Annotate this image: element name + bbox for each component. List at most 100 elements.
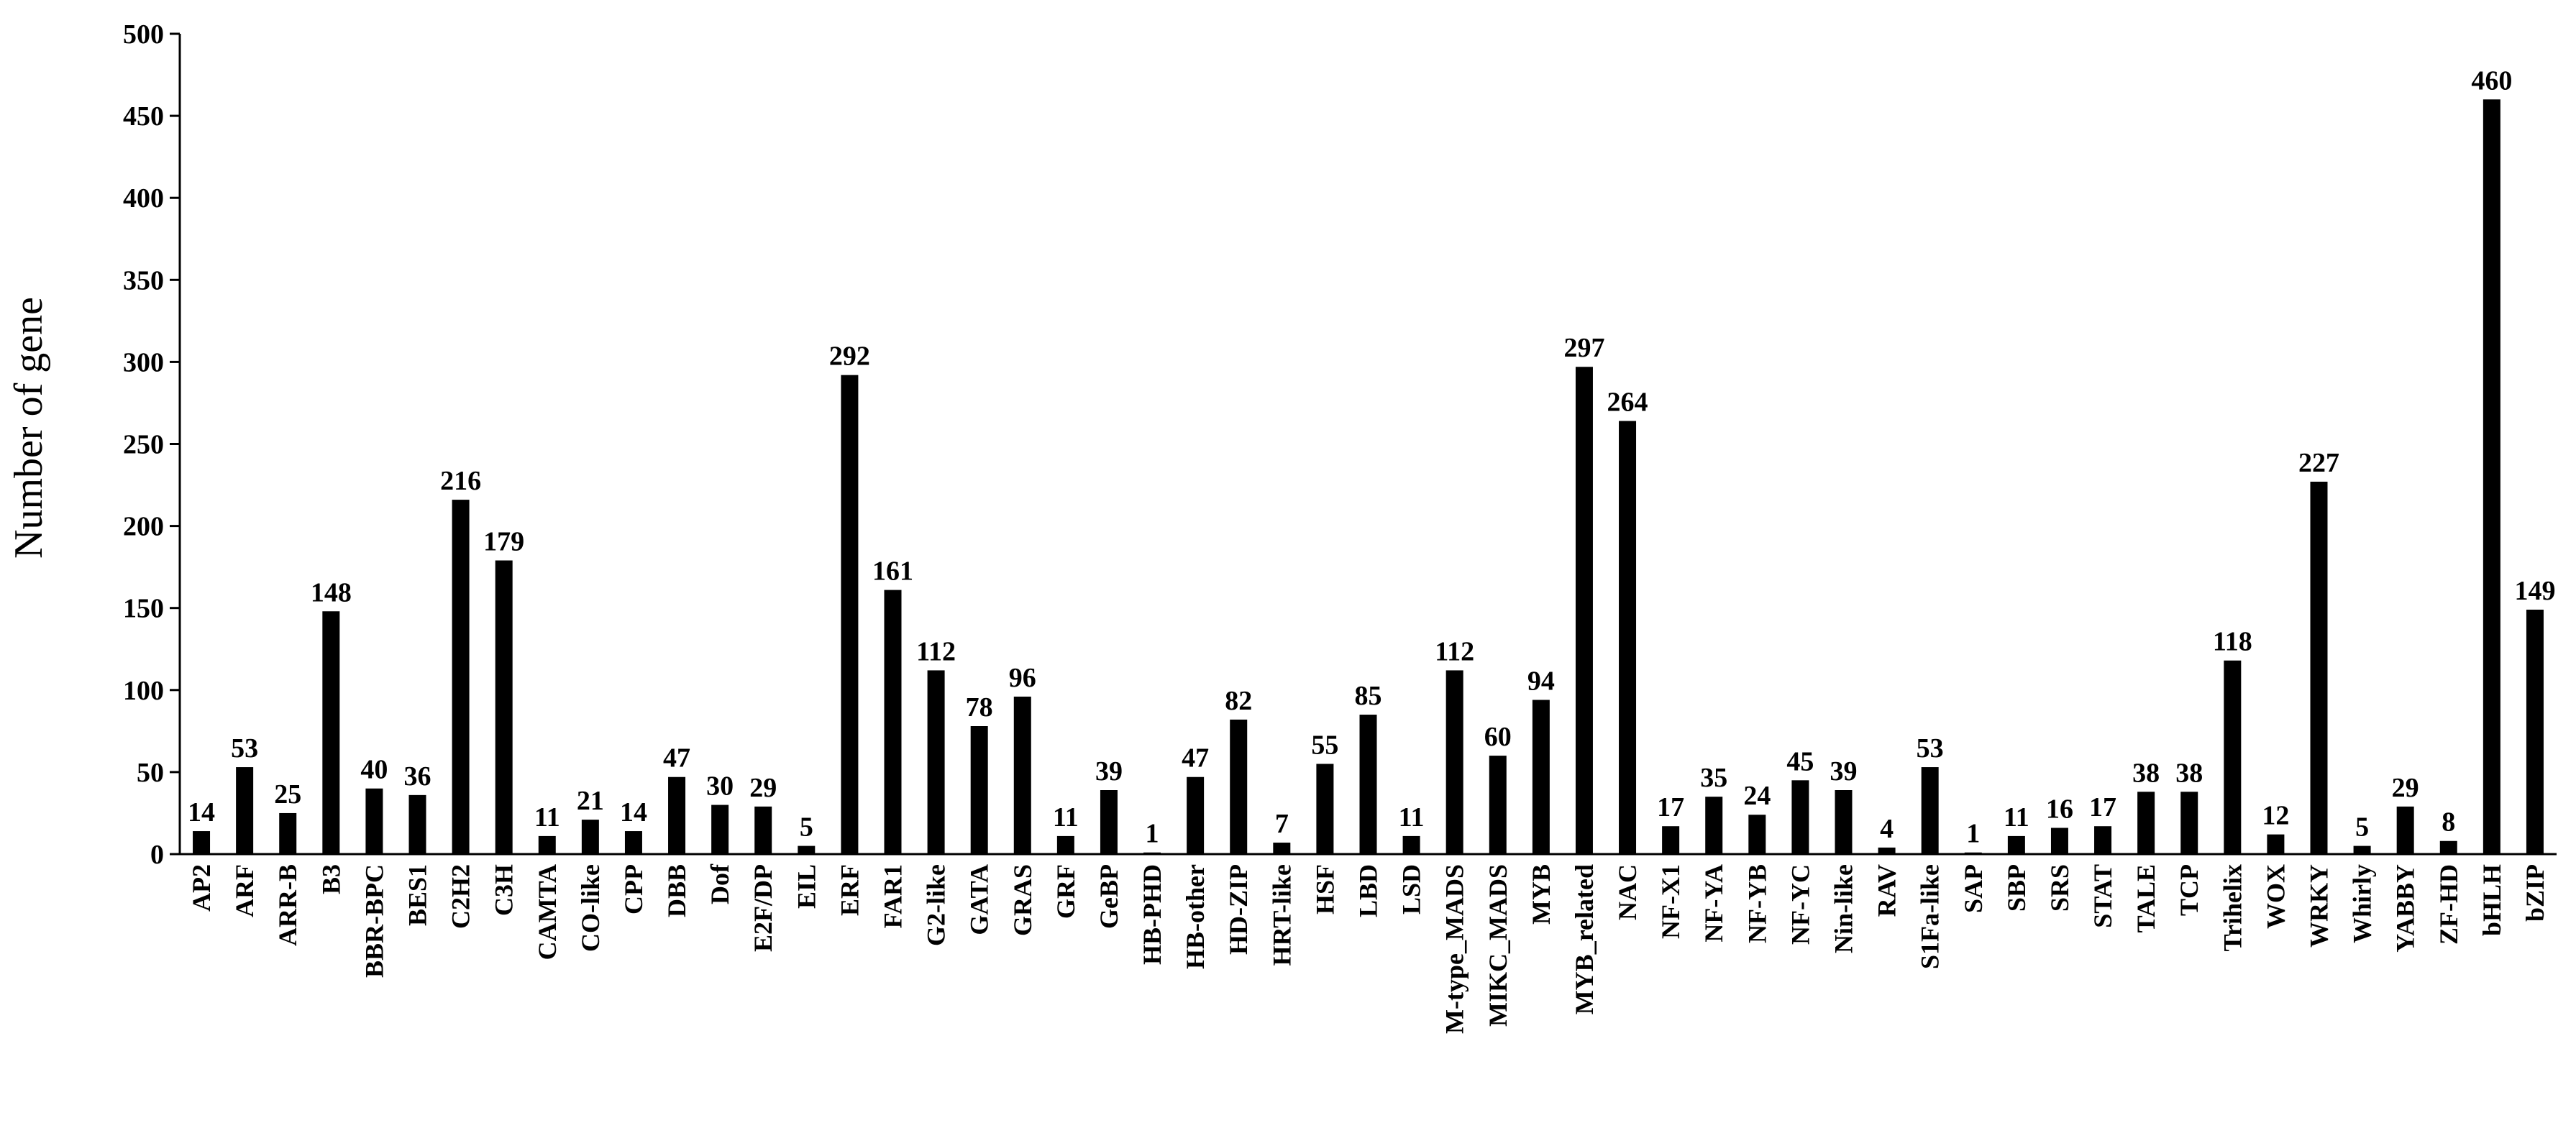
- x-tick-label: AP2: [187, 864, 216, 912]
- bar: [1619, 421, 1637, 854]
- x-tick-label: Nin-like: [1830, 864, 1858, 953]
- x-tick-label: Whirly: [2348, 864, 2377, 943]
- data-label: 11: [1399, 802, 1425, 833]
- x-tick-label: NF-YA: [1699, 864, 1728, 943]
- x-tick-label: CO-like: [576, 864, 605, 952]
- data-label: 112: [916, 636, 956, 666]
- bar: [2050, 828, 2068, 854]
- x-tick-label: Trihelix: [2218, 864, 2247, 951]
- y-tick-label: 350: [123, 265, 164, 295]
- x-tick-label: WRKY: [2305, 864, 2334, 948]
- x-tick-label: HSF: [1310, 864, 1339, 915]
- x-tick-label: LSD: [1397, 864, 1426, 915]
- bar: [754, 806, 772, 854]
- x-tick-label: WOX: [2261, 864, 2290, 929]
- x-tick-label: SBP: [2002, 864, 2031, 912]
- bar: [279, 812, 297, 854]
- x-tick-label: bZIP: [2521, 864, 2549, 922]
- x-tick-label: HB-PHD: [1138, 864, 1166, 965]
- bar: [2007, 835, 2025, 854]
- data-label: 96: [1009, 663, 1036, 693]
- y-tick-label: 50: [137, 758, 164, 788]
- x-tick-label: bHLH: [2477, 864, 2506, 936]
- x-tick-label: DBB: [662, 864, 691, 917]
- bar: [365, 788, 383, 854]
- bar: [2267, 834, 2285, 854]
- x-tick-label: YABBY: [2391, 864, 2420, 953]
- bar: [2396, 806, 2414, 854]
- data-label: 7: [1275, 809, 1289, 839]
- data-label: 112: [1435, 636, 1474, 666]
- x-tick-label: RAV: [1873, 864, 1901, 917]
- data-label: 94: [1527, 666, 1555, 696]
- x-tick-label: NF-YC: [1786, 864, 1814, 945]
- bar: [970, 726, 988, 854]
- x-tick-label: CAMTA: [533, 864, 562, 960]
- data-label: 45: [1786, 746, 1814, 776]
- data-label: 11: [1053, 802, 1079, 833]
- data-label: 21: [577, 786, 604, 816]
- data-label: 25: [274, 779, 301, 810]
- x-tick-label: LBD: [1354, 864, 1383, 917]
- bar: [1575, 367, 1593, 855]
- x-tick-label: TALE: [2132, 864, 2160, 932]
- y-tick-label: 100: [123, 676, 164, 706]
- data-label: 14: [620, 797, 647, 828]
- x-tick-label: HB-other: [1181, 864, 1210, 969]
- data-label: 14: [188, 797, 215, 828]
- data-label: 47: [663, 743, 690, 774]
- y-axis-title-group: Number of gene: [6, 297, 51, 559]
- bar: [1835, 790, 1853, 854]
- x-tick-label: C3H: [490, 864, 519, 916]
- x-tick-label: HRT-like: [1267, 864, 1296, 966]
- bar: [1532, 700, 1550, 854]
- x-tick-label: GeBP: [1095, 864, 1123, 929]
- data-label: 179: [483, 527, 524, 557]
- bar: [1445, 670, 1463, 854]
- data-label: 118: [2213, 627, 2252, 657]
- bar: [193, 831, 211, 854]
- bar: [711, 805, 729, 854]
- x-tick-label: SAP: [1959, 864, 1988, 913]
- bar: [2483, 99, 2500, 854]
- y-tick-label: 150: [123, 594, 164, 624]
- bar: [1316, 764, 1334, 854]
- data-label: 29: [2392, 773, 2419, 803]
- data-label: 8: [2442, 807, 2455, 838]
- x-tick-label: G2-like: [922, 864, 951, 946]
- x-tick-label: BBR-BPC: [360, 864, 388, 978]
- bar: [1359, 715, 1377, 854]
- bar: [2224, 660, 2242, 854]
- axes: [178, 34, 2557, 856]
- bar: [495, 560, 513, 854]
- bar: [1056, 835, 1074, 854]
- data-label: 12: [2262, 801, 2289, 831]
- x-tick-label: NF-YB: [1743, 864, 1771, 943]
- data-label: 53: [231, 733, 258, 764]
- bar: [408, 794, 426, 854]
- y-tick-label: 250: [123, 430, 164, 460]
- y-axis-title: Number of gene: [6, 297, 51, 559]
- x-tick-label: ZF-HD: [2434, 864, 2463, 945]
- x-tick-label: SRS: [2045, 864, 2074, 912]
- x-tick-label: B3: [316, 864, 345, 894]
- data-label: 148: [311, 577, 352, 608]
- bar: [1402, 835, 1420, 854]
- data-label: 4: [1880, 814, 1894, 844]
- data-label: 149: [2514, 576, 2555, 606]
- bar: [538, 835, 556, 854]
- x-tick-label: MIKC_MADS: [1484, 864, 1512, 1027]
- data-label: 30: [706, 771, 734, 802]
- x-tick-label: HD-ZIP: [1224, 864, 1253, 955]
- x-tick-label: TCP: [2175, 864, 2203, 916]
- data-label: 11: [2004, 802, 2029, 833]
- x-tick-label: E2F/DP: [749, 864, 777, 952]
- x-tick-label: S1Fa-like: [1916, 864, 1945, 969]
- bar: [1921, 767, 1939, 854]
- data-label: 38: [2175, 758, 2203, 788]
- x-tick-label: ERF: [835, 864, 864, 916]
- y-tick-label: 450: [123, 101, 164, 132]
- bar: [236, 767, 254, 854]
- data-label: 11: [534, 802, 560, 833]
- data-label: 39: [1830, 756, 1858, 787]
